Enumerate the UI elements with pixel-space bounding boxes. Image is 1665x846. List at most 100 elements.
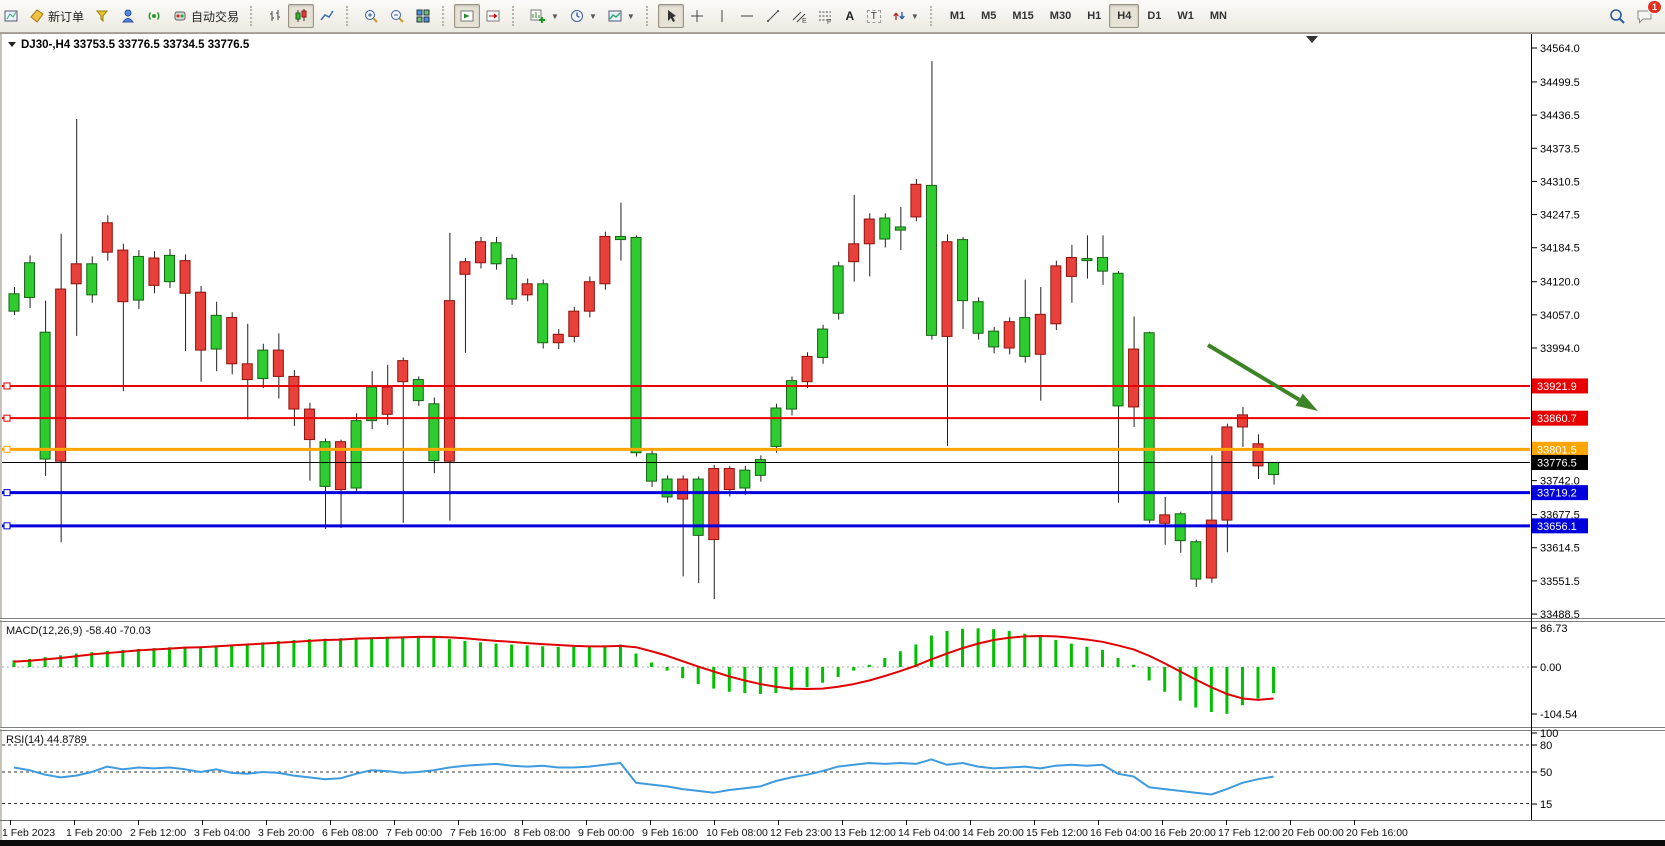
tab-timeframe-m15[interactable]: M15 xyxy=(1012,10,1034,22)
candle-bull xyxy=(1081,258,1093,262)
rsi-axis-label: 100 xyxy=(1540,728,1558,740)
candle-bear xyxy=(117,249,129,303)
symbol-dropdown-icon[interactable] xyxy=(8,42,16,47)
bar-chart-icon[interactable] xyxy=(262,4,288,28)
hline-tag-label: 33719.2 xyxy=(1537,488,1577,500)
tab-timeframe-mn[interactable]: MN xyxy=(1209,10,1227,22)
hline-handle[interactable] xyxy=(3,489,11,497)
macd-signal-line xyxy=(13,634,1274,701)
macd-axis-label: 0.00 xyxy=(1540,662,1561,674)
macd-bar xyxy=(790,667,793,691)
text-tool-button[interactable]: A xyxy=(838,4,862,28)
autoscroll-icon[interactable] xyxy=(454,4,481,28)
price-tick-label: 34499.5 xyxy=(1540,77,1580,89)
macd-bar xyxy=(168,647,171,667)
price-axis[interactable]: 34564.0 34499.5 34436.5 34373.5 34310.5 34247… xyxy=(1531,43,1580,621)
candle-bear xyxy=(1159,514,1171,524)
macd-panel[interactable]: 86.73 0.00 -104.54 MACD(12,26,9) -58.40 -70… xyxy=(2,623,1577,721)
hline-33719.2[interactable]: 33719.2 xyxy=(2,485,1588,501)
macd-bar xyxy=(261,642,265,667)
tab-timeframe-w1[interactable]: W1 xyxy=(1177,10,1194,22)
candle-bull xyxy=(537,283,549,344)
tab-timeframe-m1[interactable]: M1 xyxy=(949,10,966,22)
macd-bar xyxy=(618,644,622,667)
hline-icon[interactable] xyxy=(734,4,760,28)
macd-bar xyxy=(1147,667,1151,681)
rsi-axis-label: 50 xyxy=(1540,767,1552,779)
signals-icon[interactable] xyxy=(141,4,167,28)
candle-bear xyxy=(459,261,471,275)
hline-33656.1[interactable]: 33656.1 xyxy=(2,518,1588,534)
candle-bull xyxy=(490,242,502,265)
macd-label: MACD(12,26,9) -58.40 -70.03 xyxy=(6,625,151,637)
zoom-out-icon[interactable] xyxy=(384,4,410,28)
hline-33776.5[interactable]: 33776.5 xyxy=(2,454,1588,470)
autotrade-button[interactable]: 自动交易 xyxy=(167,4,244,28)
navigator-icon[interactable] xyxy=(115,4,141,28)
macd-bar xyxy=(929,635,933,667)
chart-canvas[interactable]: 34564.0 34499.5 34436.5 34373.5 34310.5 34247… xyxy=(0,33,1665,846)
macd-bar xyxy=(1116,658,1120,667)
fibonacci-icon[interactable]: F xyxy=(812,4,838,28)
vline-icon[interactable] xyxy=(710,4,734,28)
tab-timeframe-h1[interactable]: H1 xyxy=(1087,10,1102,22)
channel-icon[interactable]: E xyxy=(786,4,812,28)
crosshair-icon[interactable] xyxy=(684,4,710,28)
candle-bear xyxy=(941,241,953,337)
chart-shift-icon[interactable] xyxy=(480,4,506,28)
toolbar-grip xyxy=(250,6,258,26)
tab-timeframe-d1[interactable]: D1 xyxy=(1147,10,1162,22)
time-tick-label: 7 Feb 00:00 xyxy=(386,827,442,839)
time-axis[interactable]: 1 Feb 2023 1 Feb 20:00 2 Feb 12:00 3 Feb 04… xyxy=(2,820,1408,839)
symbol-title[interactable]: DJ30-,H4 33753.5 33776.5 33734.5 33776.5 xyxy=(8,39,250,51)
new-chart-icon[interactable] xyxy=(0,4,24,28)
market-watch-icon[interactable] xyxy=(89,4,115,28)
hline-handle[interactable] xyxy=(3,382,11,390)
hline-tag-label: 33801.5 xyxy=(1537,444,1577,456)
candle-bull xyxy=(1268,461,1280,476)
macd-bar xyxy=(105,650,109,667)
shift-marker[interactable] xyxy=(1306,36,1318,43)
macd-bar xyxy=(416,636,420,667)
macd-bar xyxy=(1023,633,1027,667)
tile-windows-icon[interactable] xyxy=(410,4,436,28)
candle-bull xyxy=(1190,541,1202,580)
candle-bull xyxy=(412,379,424,402)
trendline-icon[interactable] xyxy=(760,4,786,28)
candle-bull xyxy=(786,380,797,410)
hline-33860.7[interactable]: 33860.7 xyxy=(2,410,1588,426)
trend-arrow[interactable] xyxy=(1206,343,1318,411)
periods-icon[interactable]: ▼ xyxy=(564,4,602,28)
add-indicator-icon[interactable]: ▼ xyxy=(524,4,564,28)
candle-bear xyxy=(552,333,564,344)
hline-handle[interactable] xyxy=(3,445,11,453)
price-tick-label: 33742.0 xyxy=(1540,476,1580,488)
candle-bull xyxy=(817,328,829,358)
notifications-icon[interactable]: 1 xyxy=(1631,0,1662,28)
hline-33801.5[interactable]: 33801.5 xyxy=(2,441,1588,457)
tab-timeframe-m5[interactable]: M5 xyxy=(981,10,997,22)
cursor-icon[interactable] xyxy=(657,4,684,28)
candle-bull xyxy=(132,255,144,301)
candle-bull xyxy=(630,236,642,454)
price-tick-label: 33614.5 xyxy=(1540,543,1580,555)
hline-33921.9[interactable]: 33921.9 xyxy=(2,378,1588,394)
zoom-in-icon[interactable] xyxy=(358,4,384,28)
templates-icon[interactable]: ▼ xyxy=(602,4,640,28)
hline-handle[interactable] xyxy=(3,414,11,422)
line-chart-icon[interactable] xyxy=(314,4,340,28)
candlestick-chart-icon[interactable] xyxy=(288,4,315,28)
macd-bar xyxy=(276,640,280,667)
macd-bar xyxy=(1069,643,1073,667)
arrows-tool-icon[interactable]: ▼ xyxy=(886,4,924,28)
search-icon[interactable] xyxy=(1603,4,1631,28)
hline-handle[interactable] xyxy=(3,522,11,530)
new-order-button[interactable]: 新订单 xyxy=(24,4,89,28)
label-tool-button[interactable]: T xyxy=(862,4,886,28)
tab-timeframe-h4[interactable]: H4 xyxy=(1109,4,1140,28)
tab-timeframe-m30[interactable]: M30 xyxy=(1049,10,1072,22)
macd-bar xyxy=(883,658,887,667)
candle-bull xyxy=(8,293,20,312)
candle-bear xyxy=(335,441,347,491)
